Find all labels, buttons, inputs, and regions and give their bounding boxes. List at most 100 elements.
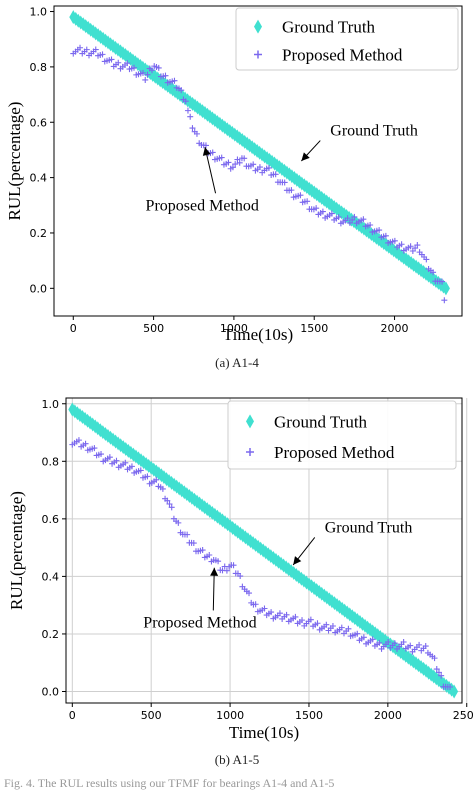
x-axis-label: Time(10s) xyxy=(223,325,293,344)
proposed-method-point xyxy=(422,643,429,650)
proposed-method-point xyxy=(236,159,243,166)
proposed-method-point xyxy=(391,640,398,647)
legend: Ground Truth Proposed Method xyxy=(227,400,457,470)
chart-a: 0 500 1000 1500 2000 0.0 0.2 0.4 0.6 0.8 1.0 Time(1… xyxy=(5,5,463,344)
proposed-method-point xyxy=(360,216,367,223)
x-tick-label: 500 xyxy=(141,709,162,722)
proposed-method-point xyxy=(225,159,232,166)
proposed-method-point xyxy=(288,187,295,194)
x-tick-label: 500 xyxy=(143,322,164,335)
proposed-method-point xyxy=(190,540,197,547)
proposed-method-point xyxy=(144,473,151,480)
proposed-method-point xyxy=(338,624,345,631)
proposed-method-point xyxy=(351,213,358,220)
proposed-method-point xyxy=(433,666,440,673)
figure-caption-fragment: Fig. 4. The RUL results using our TFMF f… xyxy=(4,776,335,790)
proposed-method-point xyxy=(344,215,351,222)
proposed-method-point xyxy=(153,476,160,483)
proposed-method-point xyxy=(435,669,442,676)
proposed-method-point xyxy=(319,208,326,215)
proposed-method-point xyxy=(276,610,283,617)
legend-proposed-method-label: Proposed Method xyxy=(274,443,395,462)
proposed-method-point xyxy=(98,451,105,458)
proposed-method-point xyxy=(345,625,352,632)
plot-frame xyxy=(53,5,463,317)
annotation-arrowhead xyxy=(293,556,302,565)
legend: Ground Truth Proposed Method xyxy=(235,7,459,71)
proposed-method-point xyxy=(215,558,222,565)
annotation-arrowhead xyxy=(301,152,310,161)
proposed-method-point xyxy=(304,198,311,205)
annotation-label: Ground Truth xyxy=(325,519,413,536)
proposed-method-point xyxy=(447,684,454,691)
proposed-method-point xyxy=(166,501,173,508)
proposed-method-point xyxy=(164,497,171,504)
proposed-method-point xyxy=(82,440,89,447)
proposed-method-point xyxy=(230,562,237,569)
proposed-method-point xyxy=(182,98,189,105)
proposed-method-point xyxy=(407,642,414,649)
x-tick-label: 2000 xyxy=(381,322,409,335)
proposed-method-point xyxy=(209,149,216,156)
proposed-method-point xyxy=(329,623,336,630)
y-tick-label: 0.0 xyxy=(30,282,48,295)
proposed-method-point xyxy=(144,71,151,78)
proposed-method-point xyxy=(250,161,257,168)
proposed-method-point xyxy=(162,72,169,79)
proposed-method-point xyxy=(124,60,131,67)
proposed-method-point xyxy=(328,210,335,217)
y-tick-label: 1.0 xyxy=(30,6,48,19)
proposed-method-point xyxy=(184,107,191,114)
y-tick-label: 0.4 xyxy=(30,172,48,185)
x-axis-label: Time(10s) xyxy=(229,723,299,742)
y-tick-label: 0.0 xyxy=(42,685,60,698)
legend-proposed-method-marker xyxy=(246,448,254,456)
ground-truth-point xyxy=(450,684,459,699)
proposed-method-point xyxy=(232,161,239,168)
legend-box xyxy=(227,400,457,470)
series-proposed-method xyxy=(69,437,454,691)
proposed-method-point xyxy=(202,142,209,149)
proposed-method-point xyxy=(441,297,448,304)
x-tick-label: 2000 xyxy=(374,709,402,722)
proposed-method-point xyxy=(130,64,137,71)
proposed-method-point xyxy=(142,76,149,83)
annotation-label: Ground Truth xyxy=(330,123,418,140)
proposed-method-point xyxy=(314,620,321,627)
series-proposed-method xyxy=(70,44,448,304)
proposed-method-point xyxy=(77,44,84,51)
proposed-method-point xyxy=(206,551,213,558)
proposed-method-point xyxy=(237,573,244,580)
proposed-method-point xyxy=(193,130,200,137)
proposed-method-point xyxy=(416,641,423,648)
proposed-method-point xyxy=(398,241,405,248)
y-tick-label: 0.6 xyxy=(30,116,48,129)
y-tick-label: 0.2 xyxy=(30,227,48,240)
y-axis-label: RUL(percentage) xyxy=(5,102,24,221)
caption-b: (b) A1-5 xyxy=(214,752,260,767)
proposed-method-point xyxy=(168,504,175,511)
legend-ground-truth-label: Ground Truth xyxy=(282,18,376,37)
legend-box xyxy=(235,7,459,71)
proposed-method-point xyxy=(335,214,342,221)
proposed-method-point xyxy=(99,51,106,58)
proposed-method-point xyxy=(137,467,144,474)
proposed-method-point xyxy=(385,639,392,645)
proposed-method-point xyxy=(184,531,191,538)
proposed-method-point xyxy=(292,613,299,620)
proposed-method-point xyxy=(256,164,263,171)
proposed-method-point xyxy=(218,154,225,161)
proposed-method-point xyxy=(187,113,194,120)
annotation-arrowhead xyxy=(210,567,219,576)
proposed-method-point xyxy=(148,67,155,74)
proposed-method-point xyxy=(115,59,122,66)
proposed-method-point xyxy=(414,242,421,249)
proposed-method-point xyxy=(223,567,230,574)
proposed-method-point xyxy=(299,617,306,624)
proposed-method-point xyxy=(313,205,320,212)
x-tick-label: 1500 xyxy=(295,709,323,722)
y-tick-label: 1.0 xyxy=(42,398,60,411)
